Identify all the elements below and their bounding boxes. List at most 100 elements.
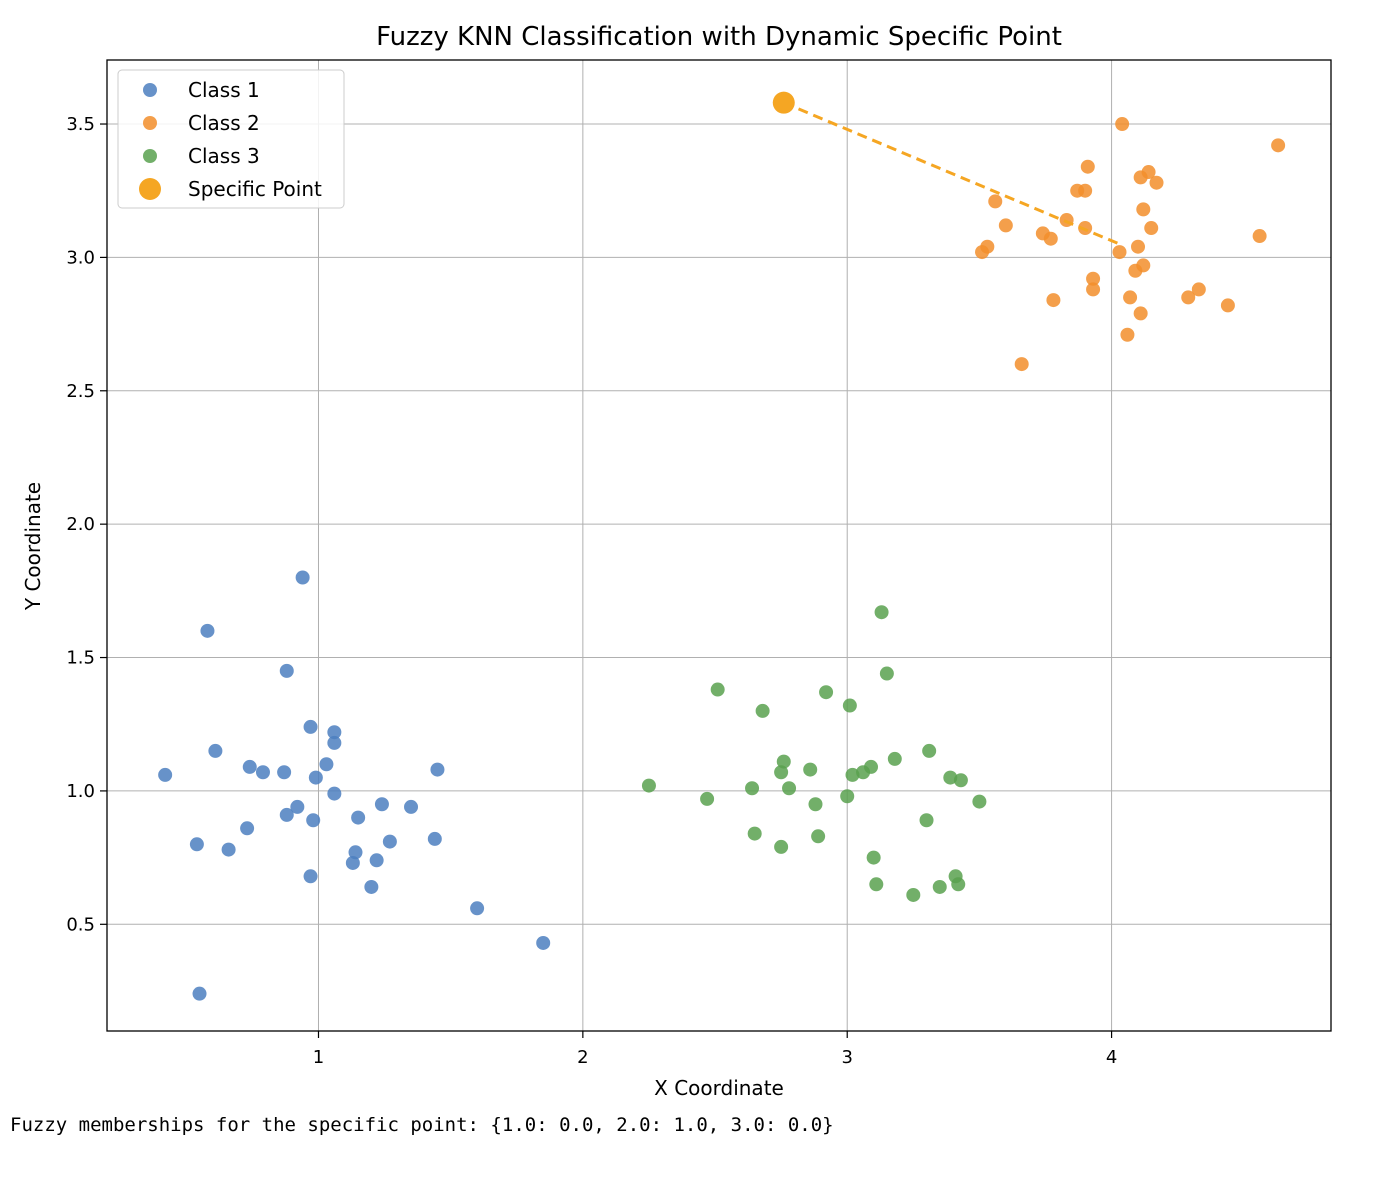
point-class-1 <box>536 935 551 950</box>
point-class-2 <box>1123 290 1138 305</box>
legend-label-class-2: Class 2 <box>188 111 260 135</box>
point-class-3 <box>943 770 958 785</box>
point-class-2 <box>980 239 995 254</box>
point-class-1 <box>279 663 294 678</box>
y-tick-label: 2.5 <box>66 381 95 402</box>
point-class-3 <box>776 754 791 769</box>
y-tick-label: 1.5 <box>66 648 95 669</box>
point-class-3 <box>951 877 966 892</box>
point-class-3 <box>842 698 857 713</box>
point-class-1 <box>319 757 334 772</box>
point-class-1 <box>303 719 318 734</box>
point-class-2 <box>1133 306 1148 321</box>
y-tick-label: 0.5 <box>66 914 95 935</box>
point-class-2 <box>1271 138 1286 153</box>
point-class-3 <box>641 778 656 793</box>
point-class-2 <box>1014 357 1029 372</box>
point-class-2 <box>1046 293 1061 308</box>
scatter-chart: 1 2 3 4 0.5 1.0 1.5 2.0 2.5 3.0 3.5 Fuzzy KNN Clas… <box>21 22 1332 1100</box>
point-class-1 <box>427 831 442 846</box>
x-tick-label: 1 <box>313 1047 324 1068</box>
point-class-1 <box>303 869 318 884</box>
point-class-3 <box>803 762 818 777</box>
legend: Class 1 Class 2 Class 3 Specific Point <box>117 69 345 209</box>
point-class-3 <box>953 773 968 788</box>
point-class-3 <box>774 839 789 854</box>
point-class-2 <box>1141 165 1156 180</box>
point-class-2 <box>1220 298 1235 313</box>
y-tick-label: 1.0 <box>66 781 95 802</box>
legend-marker-class-2 <box>143 116 157 130</box>
point-class-1 <box>351 810 366 825</box>
axis-ticks: 1 2 3 4 0.5 1.0 1.5 2.0 2.5 3.0 3.5 <box>66 114 1117 1068</box>
legend-label-class-3: Class 3 <box>188 144 260 168</box>
y-tick-label: 2.0 <box>66 514 95 535</box>
legend-marker-specific-point <box>139 178 161 200</box>
x-tick-label: 2 <box>577 1047 588 1068</box>
point-class-3 <box>869 877 884 892</box>
point-class-3 <box>932 879 947 894</box>
point-class-2 <box>998 218 1013 233</box>
data-points <box>158 91 1286 1001</box>
point-class-2 <box>1120 327 1135 342</box>
point-class-3 <box>972 794 987 809</box>
neighbor-connector-line <box>783 101 1121 246</box>
point-class-2 <box>1112 245 1127 260</box>
point-class-1 <box>430 762 445 777</box>
chart-title: Fuzzy KNN Classification with Dynamic Sp… <box>376 22 1062 52</box>
point-class-3 <box>710 682 725 697</box>
point-class-1 <box>295 570 310 585</box>
point-class-1 <box>404 799 419 814</box>
legend-marker-class-3 <box>143 149 157 163</box>
point-class-1 <box>327 735 342 750</box>
x-axis-label: X Coordinate <box>654 1076 784 1100</box>
point-class-3 <box>845 767 860 782</box>
point-class-3 <box>919 813 934 828</box>
legend-marker-class-1 <box>143 83 157 97</box>
point-class-2 <box>1136 202 1151 217</box>
point-class-3 <box>747 826 762 841</box>
point-class-3 <box>874 605 889 620</box>
y-axis-label: Y Coordinate <box>21 482 45 611</box>
point-class-2 <box>1086 271 1101 286</box>
point-class-2 <box>1086 282 1101 297</box>
point-class-2 <box>1136 258 1151 273</box>
point-class-1 <box>364 879 379 894</box>
point-class-3 <box>700 791 715 806</box>
output-text: Fuzzy memberships for the specific point… <box>10 1114 834 1136</box>
specific-point-marker <box>772 91 795 114</box>
point-class-1 <box>327 725 342 740</box>
y-tick-label: 3.5 <box>66 114 95 135</box>
point-class-1 <box>255 765 270 780</box>
point-class-1 <box>308 770 323 785</box>
point-class-3 <box>866 850 881 865</box>
point-class-2 <box>1043 231 1058 246</box>
point-class-2 <box>1149 175 1164 190</box>
point-class-1 <box>382 834 397 849</box>
point-class-1 <box>200 623 215 638</box>
point-class-3 <box>906 887 921 902</box>
point-class-1 <box>290 799 305 814</box>
point-class-1 <box>208 743 223 758</box>
plot-frame <box>106 59 1332 1032</box>
point-class-1 <box>348 845 363 860</box>
point-class-1 <box>345 855 360 870</box>
point-class-3 <box>745 781 760 796</box>
point-class-1 <box>221 842 236 857</box>
point-class-2 <box>1131 239 1146 254</box>
point-class-3 <box>864 759 879 774</box>
x-tick-label: 4 <box>1106 1047 1117 1068</box>
point-class-1 <box>240 821 255 836</box>
point-class-1 <box>374 797 389 812</box>
point-class-3 <box>819 685 834 700</box>
point-class-1 <box>189 837 204 852</box>
point-class-3 <box>808 797 823 812</box>
point-class-2 <box>1080 159 1095 174</box>
point-class-3 <box>782 781 797 796</box>
point-class-3 <box>887 751 902 766</box>
legend-label-specific-point: Specific Point <box>188 177 322 201</box>
point-class-2 <box>1144 221 1159 236</box>
point-class-1 <box>242 759 257 774</box>
y-tick-label: 3.0 <box>66 247 95 268</box>
point-class-3 <box>922 743 937 758</box>
